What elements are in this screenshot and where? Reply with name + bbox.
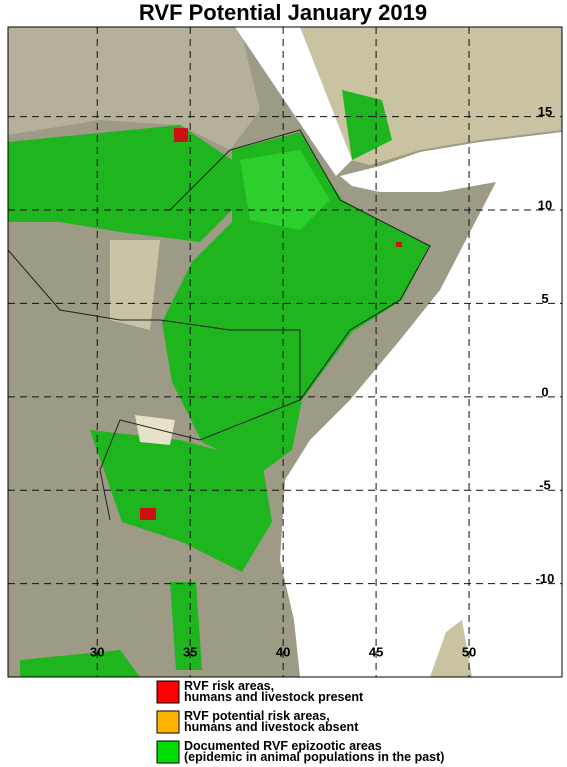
lat-label: -5 bbox=[539, 478, 551, 493]
legend-text: humans and livestock present bbox=[184, 690, 364, 704]
green-area bbox=[20, 650, 140, 677]
legend: RVF risk areas,humans and livestock pres… bbox=[156, 679, 444, 764]
legend-text: humans and livestock absent bbox=[184, 720, 359, 734]
lat-label: 5 bbox=[541, 291, 548, 306]
lon-label: 50 bbox=[462, 644, 476, 659]
terrain bbox=[110, 240, 160, 330]
risk-spot bbox=[396, 242, 402, 247]
map-frame bbox=[7, 26, 563, 678]
lon-label: 30 bbox=[90, 644, 104, 659]
green-area bbox=[90, 430, 272, 572]
madagascar bbox=[430, 620, 472, 677]
legend-text: RVF risk areas, bbox=[184, 679, 274, 693]
terrain bbox=[8, 27, 260, 150]
legend-swatch bbox=[156, 740, 180, 764]
green-area bbox=[8, 125, 242, 242]
lon-label: 45 bbox=[369, 644, 383, 659]
lon-label: 40 bbox=[276, 644, 290, 659]
lat-label: -10 bbox=[536, 571, 555, 586]
lat-label: 10 bbox=[538, 197, 552, 212]
green-area bbox=[170, 582, 202, 670]
green-area bbox=[342, 90, 392, 160]
border bbox=[99, 319, 301, 521]
map bbox=[7, 27, 562, 677]
risk-spot bbox=[140, 508, 156, 520]
legend-text: Documented RVF epizootic areas bbox=[184, 739, 382, 753]
border bbox=[7, 249, 160, 321]
lon-label: 35 bbox=[183, 644, 197, 659]
lat-label: 0 bbox=[541, 384, 548, 399]
border bbox=[169, 129, 431, 401]
risk-spot bbox=[174, 128, 188, 142]
ocean bbox=[280, 132, 562, 677]
green-area bbox=[162, 132, 430, 472]
lake bbox=[135, 415, 175, 445]
legend-text: (epidemic in animal populations in the p… bbox=[184, 750, 444, 764]
legend-swatch bbox=[156, 710, 180, 734]
lat-label: 15 bbox=[538, 104, 552, 119]
red-sea bbox=[235, 27, 352, 176]
legend-text: RVF potential risk areas, bbox=[184, 709, 330, 723]
legend-swatch bbox=[156, 680, 180, 704]
title: RVF Potential January 2019 bbox=[139, 0, 427, 25]
